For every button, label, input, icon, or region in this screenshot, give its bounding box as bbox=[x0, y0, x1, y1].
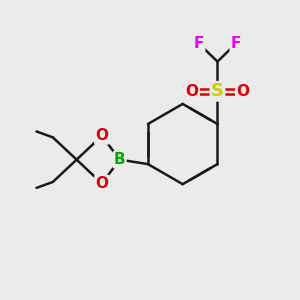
Text: S: S bbox=[211, 82, 224, 100]
Text: O: O bbox=[236, 84, 249, 99]
Text: F: F bbox=[231, 36, 241, 51]
Text: O: O bbox=[186, 84, 199, 99]
Text: O: O bbox=[95, 176, 108, 191]
Text: F: F bbox=[194, 36, 204, 51]
Text: B: B bbox=[114, 152, 125, 167]
Text: O: O bbox=[95, 128, 108, 143]
